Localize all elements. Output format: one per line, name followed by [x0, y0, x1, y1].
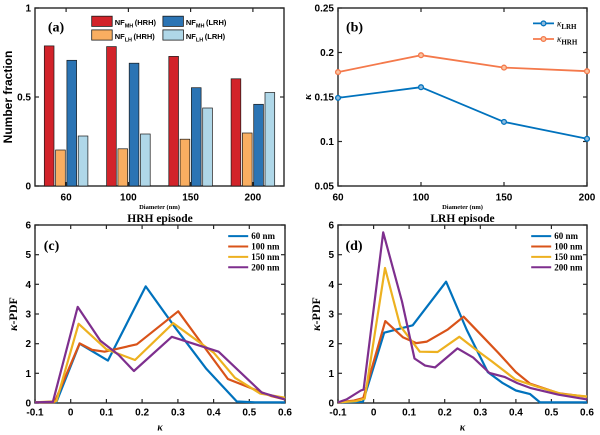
- svg-text:200 nm: 200 nm: [251, 262, 280, 272]
- svg-text:LRH episode: LRH episode: [430, 213, 494, 225]
- svg-text:6: 6: [328, 221, 334, 232]
- svg-text:5: 5: [25, 250, 31, 261]
- svg-text:1: 1: [25, 369, 31, 380]
- svg-text:Diameter (nm): Diameter (nm): [139, 204, 180, 211]
- svg-text:κ-PDF: κ-PDF: [6, 297, 20, 331]
- svg-text:(c): (c): [44, 239, 60, 254]
- svg-text:6: 6: [25, 221, 31, 232]
- svg-text:100 nm: 100 nm: [554, 242, 583, 252]
- svg-text:0.2: 0.2: [135, 408, 149, 419]
- svg-text:200: 200: [579, 193, 596, 204]
- svg-text:0.1: 0.1: [402, 408, 416, 419]
- svg-text:5: 5: [328, 250, 334, 261]
- svg-text:κ: κ: [302, 93, 314, 100]
- svg-text:0.25: 0.25: [315, 4, 335, 15]
- svg-text:60: 60: [61, 193, 73, 204]
- svg-text:0.6: 0.6: [580, 408, 594, 419]
- svg-text:κHRH: κHRH: [557, 34, 578, 47]
- svg-text:0: 0: [25, 182, 31, 193]
- svg-text:1: 1: [328, 369, 334, 380]
- svg-text:κ: κ: [460, 423, 466, 434]
- svg-text:(b): (b): [346, 21, 363, 36]
- svg-text:(d): (d): [345, 239, 362, 254]
- svg-text:0.6: 0.6: [278, 408, 292, 419]
- svg-text:0.2: 0.2: [438, 408, 452, 419]
- svg-text:κ-PDF: κ-PDF: [309, 297, 323, 331]
- svg-text:150 nm: 150 nm: [554, 252, 583, 262]
- svg-text:κ: κ: [157, 423, 163, 434]
- svg-text:NFMH (HRH): NFMH (HRH): [115, 18, 157, 30]
- svg-text:0: 0: [371, 408, 377, 419]
- svg-text:κLRH: κLRH: [557, 18, 577, 31]
- svg-text:HRH episode: HRH episode: [127, 213, 193, 225]
- svg-text:100 nm: 100 nm: [251, 242, 280, 252]
- svg-text:NFMH (LRH): NFMH (LRH): [186, 18, 227, 30]
- svg-text:0: 0: [328, 399, 334, 410]
- svg-text:3: 3: [25, 310, 31, 321]
- svg-text:3: 3: [328, 310, 334, 321]
- svg-text:NFLH (LRH): NFLH (LRH): [186, 32, 226, 44]
- svg-text:0.15: 0.15: [315, 93, 335, 104]
- svg-text:0: 0: [25, 399, 31, 410]
- svg-text:0.2: 0.2: [320, 48, 334, 59]
- svg-text:0.5: 0.5: [544, 408, 558, 419]
- svg-text:NFLH (HRH): NFLH (HRH): [115, 32, 156, 44]
- svg-text:0.1: 0.1: [99, 408, 113, 419]
- svg-text:150: 150: [182, 193, 199, 204]
- svg-text:4: 4: [328, 280, 334, 291]
- svg-text:2: 2: [25, 339, 31, 350]
- svg-text:-0.1: -0.1: [329, 408, 347, 419]
- svg-text:0.3: 0.3: [171, 408, 185, 419]
- svg-text:100: 100: [413, 193, 430, 204]
- svg-text:0.4: 0.4: [207, 408, 221, 419]
- svg-text:2: 2: [328, 339, 334, 350]
- svg-text:150 nm: 150 nm: [251, 252, 280, 262]
- svg-text:60 nm: 60 nm: [251, 231, 275, 241]
- svg-text:0: 0: [68, 408, 74, 419]
- svg-text:60: 60: [332, 193, 344, 204]
- svg-text:(a): (a): [48, 21, 65, 36]
- svg-text:150: 150: [496, 193, 513, 204]
- svg-text:200 nm: 200 nm: [554, 262, 583, 272]
- svg-text:0.5: 0.5: [17, 93, 31, 104]
- svg-text:1: 1: [25, 4, 31, 15]
- svg-text:4: 4: [25, 280, 31, 291]
- svg-text:0.3: 0.3: [473, 408, 487, 419]
- svg-text:Number fraction: Number fraction: [1, 51, 15, 144]
- svg-text:0.4: 0.4: [509, 408, 523, 419]
- svg-text:200: 200: [245, 193, 262, 204]
- svg-text:100: 100: [120, 193, 137, 204]
- svg-text:0.5: 0.5: [242, 408, 256, 419]
- svg-text:-0.1: -0.1: [26, 408, 44, 419]
- svg-text:0.05: 0.05: [315, 182, 335, 193]
- svg-text:0.1: 0.1: [320, 137, 334, 148]
- svg-text:60 nm: 60 nm: [554, 231, 578, 241]
- svg-text:Diameter (nm): Diameter (nm): [442, 204, 483, 211]
